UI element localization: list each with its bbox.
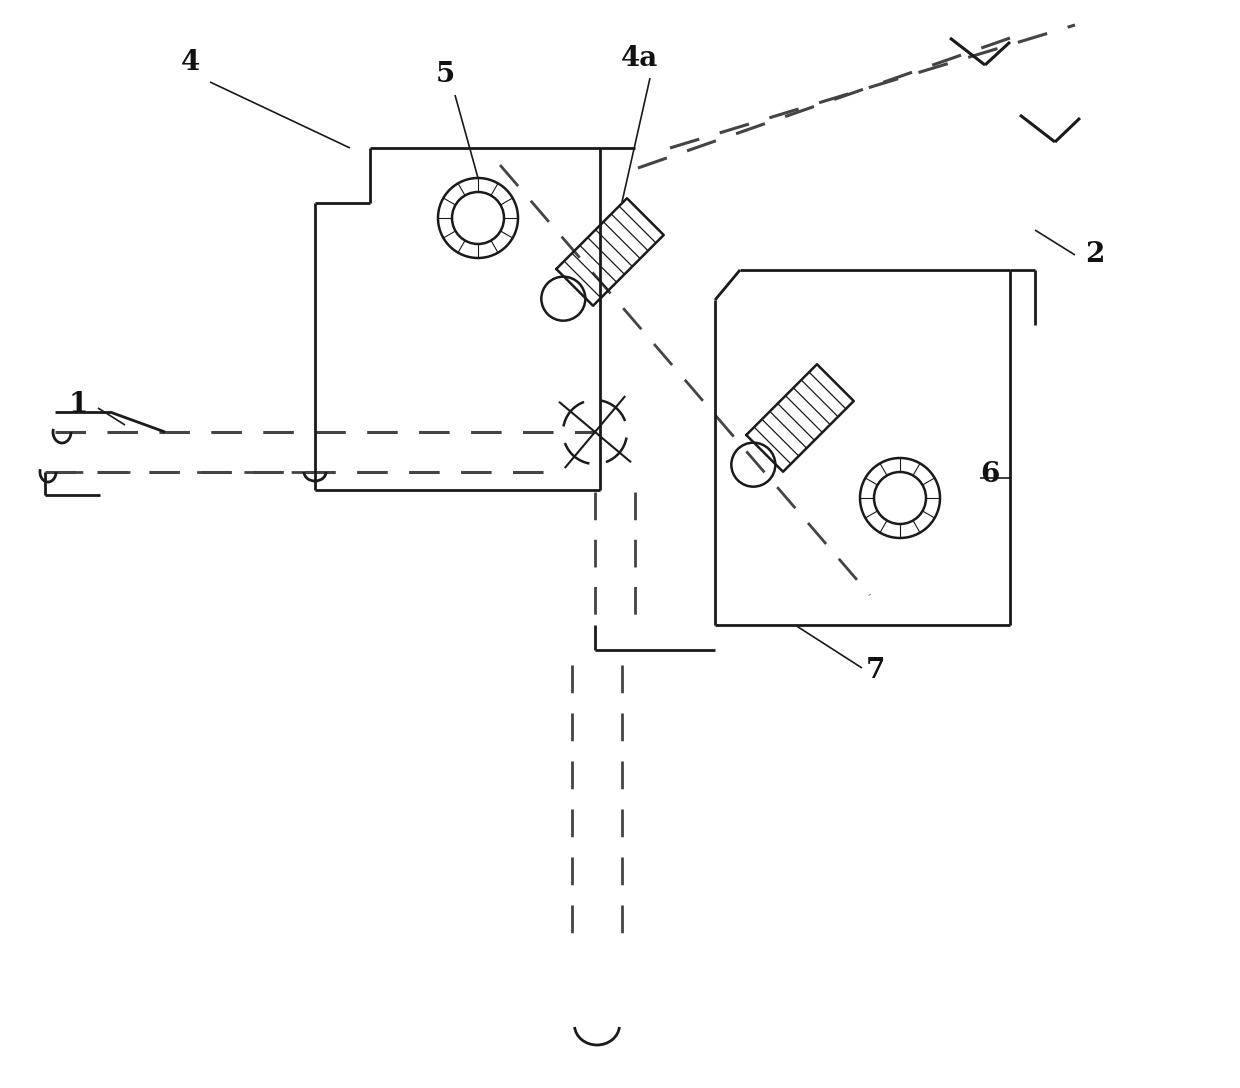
Text: 5: 5 <box>435 62 455 88</box>
Text: 4a: 4a <box>621 45 658 72</box>
Text: 7: 7 <box>866 656 884 683</box>
Text: 2: 2 <box>1085 242 1105 269</box>
Text: 4: 4 <box>180 49 200 75</box>
Text: 6: 6 <box>981 461 999 489</box>
Text: 1: 1 <box>68 392 88 419</box>
